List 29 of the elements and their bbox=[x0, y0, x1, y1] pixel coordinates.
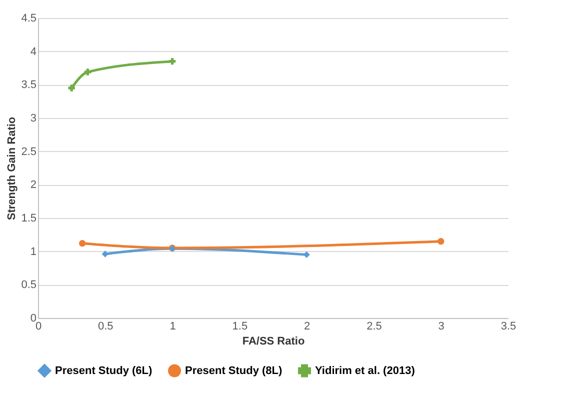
y-tick-label: 3.5 bbox=[21, 79, 36, 92]
x-axis-title: FA/SS Ratio bbox=[242, 336, 305, 348]
x-tick-label: 2.5 bbox=[366, 320, 382, 332]
y-axis-title: Strength Gain Ratio bbox=[6, 116, 18, 220]
y-tick-label: 4.5 bbox=[21, 12, 36, 24]
x-tick-label: 3.5 bbox=[500, 320, 516, 332]
legend-label: Present Study (6L) bbox=[55, 364, 153, 377]
legend-label: Yidirim et al. (2013) bbox=[315, 364, 416, 377]
x-tick-label: 1.5 bbox=[232, 320, 248, 332]
point bbox=[102, 250, 108, 258]
x-tick-label: 2 bbox=[304, 320, 310, 332]
y-tick-label: 0 bbox=[30, 312, 36, 324]
y-tick-label: 2 bbox=[30, 179, 36, 192]
point bbox=[68, 84, 75, 92]
point bbox=[168, 58, 176, 65]
point bbox=[84, 68, 92, 76]
point bbox=[303, 251, 310, 258]
y-tick-label: 0.5 bbox=[21, 279, 36, 292]
y-tick-label: 2.5 bbox=[21, 146, 36, 158]
x-tick-label: 1 bbox=[170, 320, 176, 332]
legend-label: Present Study (8L) bbox=[185, 364, 283, 377]
y-tick-label: 4 bbox=[30, 46, 36, 58]
y-tick-label: 3 bbox=[30, 112, 36, 124]
x-tick-label: 3 bbox=[438, 320, 444, 332]
point bbox=[438, 238, 444, 245]
y-tick-label: 1 bbox=[30, 246, 36, 258]
point bbox=[78, 240, 86, 247]
x-tick-label: 0.5 bbox=[98, 320, 114, 332]
y-tick-label: 1.5 bbox=[21, 212, 36, 224]
